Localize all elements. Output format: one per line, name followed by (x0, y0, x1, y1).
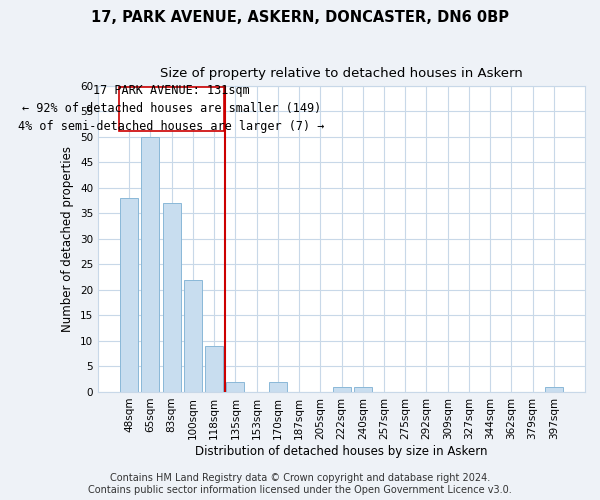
Bar (184, 280, 202, 392)
X-axis label: Distribution of detached houses by size in Askern: Distribution of detached houses by size … (195, 444, 488, 458)
Bar (120, 198, 138, 392)
FancyBboxPatch shape (119, 87, 224, 130)
Bar (545, 387, 563, 392)
Bar (354, 387, 372, 392)
Bar (163, 203, 181, 392)
Bar (269, 382, 287, 392)
Bar (332, 387, 350, 392)
Bar (205, 346, 223, 392)
Text: 17 PARK AVENUE: 131sqm
← 92% of detached houses are smaller (149)
4% of semi-det: 17 PARK AVENUE: 131sqm ← 92% of detached… (19, 84, 325, 134)
Bar (226, 382, 244, 392)
Text: Contains HM Land Registry data © Crown copyright and database right 2024.
Contai: Contains HM Land Registry data © Crown c… (88, 474, 512, 495)
Y-axis label: Number of detached properties: Number of detached properties (61, 146, 74, 332)
Bar (142, 137, 160, 392)
Title: Size of property relative to detached houses in Askern: Size of property relative to detached ho… (160, 68, 523, 80)
Text: 17, PARK AVENUE, ASKERN, DONCASTER, DN6 0BP: 17, PARK AVENUE, ASKERN, DONCASTER, DN6 … (91, 10, 509, 25)
